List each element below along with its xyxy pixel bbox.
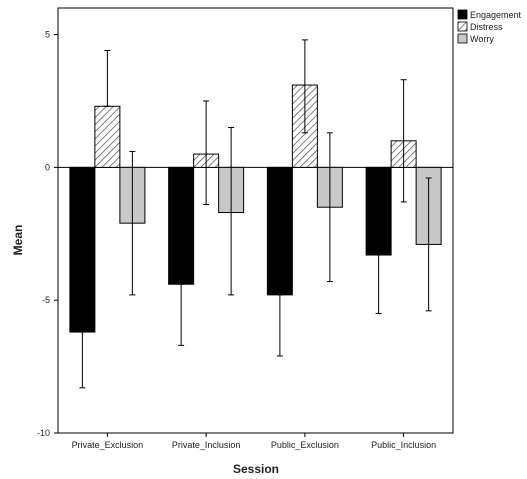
bar-distress bbox=[94, 105, 121, 168]
x-tick-label: Private_Exclusion bbox=[72, 440, 144, 450]
bars bbox=[69, 84, 442, 333]
x-tick-label: Public_Exclusion bbox=[271, 440, 339, 450]
y-tick-label: 5 bbox=[45, 30, 50, 40]
legend: Engagement Distress Worry bbox=[457, 9, 522, 44]
legend-swatch-worry bbox=[457, 33, 468, 44]
y-tick-label: 0 bbox=[45, 162, 50, 172]
y-tick-label: -5 bbox=[42, 295, 50, 305]
legend-swatch-distress bbox=[457, 21, 468, 32]
bar-engagement bbox=[69, 166, 96, 333]
plot-frame bbox=[57, 7, 454, 434]
legend-label-engagement: Engagement bbox=[470, 10, 522, 20]
x-tick-label: Public_Inclusion bbox=[371, 440, 436, 450]
x-axis: Private_Exclusion Private_Inclusion Public… bbox=[72, 433, 436, 450]
legend-swatch-engagement bbox=[457, 9, 468, 20]
bar-engagement bbox=[168, 166, 195, 285]
plot-area bbox=[57, 7, 454, 434]
error-bars bbox=[79, 39, 432, 389]
y-axis-title: Mean bbox=[11, 225, 25, 256]
y-tick-label: -10 bbox=[37, 428, 50, 438]
y-axis: -10 -5 0 5 bbox=[37, 30, 58, 438]
legend-label-worry: Worry bbox=[470, 34, 494, 44]
x-axis-title: Session bbox=[233, 462, 279, 476]
bar-engagement bbox=[365, 166, 392, 256]
bar-engagement bbox=[266, 166, 293, 296]
legend-label-distress: Distress bbox=[470, 22, 503, 32]
x-tick-label: Private_Inclusion bbox=[172, 440, 241, 450]
